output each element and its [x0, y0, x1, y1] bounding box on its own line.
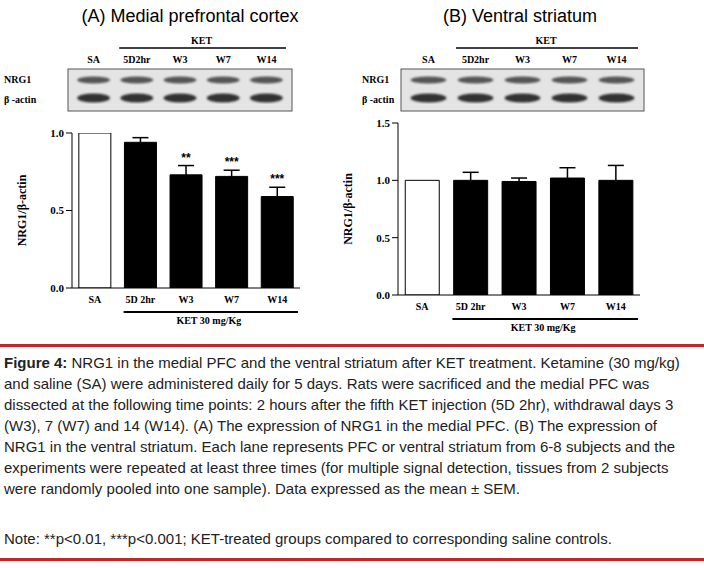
svg-text:W14: W14 — [267, 294, 287, 305]
svg-text:W7: W7 — [562, 54, 577, 65]
svg-text:(B) Ventral striatum: (B) Ventral striatum — [443, 6, 597, 26]
svg-text:***: *** — [270, 172, 284, 186]
svg-text:W14: W14 — [256, 54, 276, 65]
svg-text:W3: W3 — [512, 301, 527, 312]
svg-text:W14: W14 — [607, 54, 627, 65]
svg-text:5D2hr: 5D2hr — [123, 54, 151, 65]
svg-text:(A) Medial prefrontal cortex: (A) Medial prefrontal cortex — [81, 6, 298, 26]
svg-text:NRG1: NRG1 — [8, 74, 31, 85]
svg-text:SA: SA — [87, 54, 101, 65]
svg-text:KET: KET — [535, 35, 556, 46]
svg-text:1.5: 1.5 — [376, 117, 390, 129]
svg-text:β -actin: β -actin — [8, 94, 37, 105]
svg-text:***: *** — [225, 155, 239, 169]
svg-text:KET 30 mg/Kg: KET 30 mg/Kg — [511, 322, 576, 333]
svg-text:NRG1/β-actin: NRG1/β-actin — [15, 174, 29, 246]
svg-text:1.0: 1.0 — [50, 127, 64, 139]
html-text:Note: **p<0.01, ***p<0.001; KE: Note: **p<0.01, ***p<0.001; KET-treated … — [4, 530, 612, 547]
svg-text:5D 2hr: 5D 2hr — [126, 294, 156, 305]
svg-text:KET 30 mg/Kg: KET 30 mg/Kg — [176, 315, 241, 326]
svg-text:β -actin: β -actin — [362, 94, 395, 105]
svg-text:0.0: 0.0 — [50, 282, 64, 294]
svg-text:W7: W7 — [560, 301, 575, 312]
svg-text:0.5: 0.5 — [376, 232, 390, 244]
svg-text:**: ** — [181, 151, 191, 165]
svg-text:W3: W3 — [173, 54, 188, 65]
svg-text:SA: SA — [416, 301, 430, 312]
svg-text:W7: W7 — [224, 294, 239, 305]
html-text:Figure 4: NRG1 in the medial P: Figure 4: NRG1 in the medial PFC and the… — [4, 354, 680, 497]
svg-text:NRG1/β-actin: NRG1/β-actin — [341, 173, 355, 245]
svg-text:5D2hr: 5D2hr — [462, 54, 490, 65]
svg-text:SA: SA — [88, 294, 102, 305]
svg-text:W3: W3 — [515, 54, 530, 65]
svg-text:0.5: 0.5 — [50, 204, 64, 216]
svg-text:KET: KET — [191, 35, 212, 46]
svg-text:SA: SA — [422, 54, 436, 65]
svg-text:W7: W7 — [216, 54, 231, 65]
svg-text:0.0: 0.0 — [376, 289, 390, 301]
svg-text:W14: W14 — [606, 301, 626, 312]
svg-text:NRG1: NRG1 — [362, 74, 389, 85]
svg-text:W3: W3 — [179, 294, 194, 305]
svg-text:1.0: 1.0 — [376, 174, 390, 186]
svg-text:5D 2hr: 5D 2hr — [456, 301, 486, 312]
